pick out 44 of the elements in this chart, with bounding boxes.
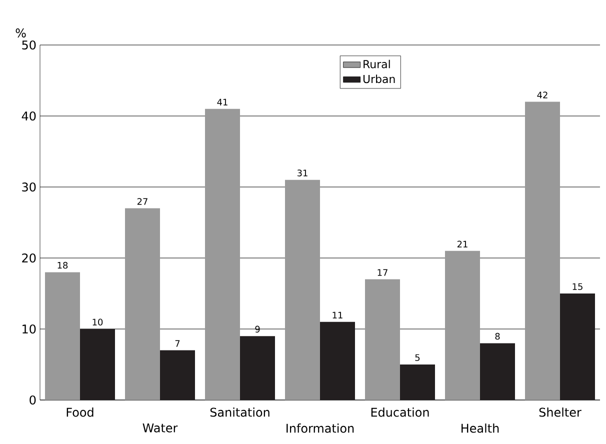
y-axis-title: % <box>16 28 26 38</box>
bar <box>400 364 436 400</box>
bar <box>205 108 240 400</box>
data-label: 5 <box>415 354 420 361</box>
bar <box>240 336 275 400</box>
bar <box>365 279 400 400</box>
data-label: 31 <box>297 170 308 176</box>
bar <box>285 180 320 400</box>
data-label: 18 <box>58 262 68 269</box>
data-label: 42 <box>537 92 548 98</box>
bar <box>80 329 115 400</box>
x-tick-label: Shelter <box>539 408 582 417</box>
y-tick-label: 10 <box>22 324 36 334</box>
data-label: 10 <box>92 318 103 326</box>
bar <box>45 272 80 400</box>
data-label: 9 <box>255 326 260 333</box>
bar <box>445 250 480 400</box>
legend-label: Urban <box>363 74 395 84</box>
y-tick-label: 40 <box>22 111 36 121</box>
legend-label: Rural <box>364 60 390 68</box>
bar <box>160 350 195 400</box>
x-tick-label: Education <box>371 408 429 417</box>
bar <box>480 343 516 400</box>
data-label: 15 <box>572 283 582 290</box>
y-tick-label: 50 <box>22 40 36 50</box>
x-tick-label: Health <box>462 424 499 433</box>
data-label: 8 <box>495 332 500 340</box>
x-tick-label: Information <box>286 424 354 433</box>
data-label: 27 <box>137 198 148 205</box>
bar <box>125 208 160 400</box>
data-label: 41 <box>217 98 228 106</box>
data-label: 21 <box>457 240 468 248</box>
data-label: 17 <box>378 269 388 276</box>
bar <box>525 102 560 400</box>
x-tick-label: Food <box>66 408 94 417</box>
data-label: 11 <box>332 312 342 318</box>
x-tick-label: Water <box>142 424 178 432</box>
y-tick-label: 20 <box>22 253 36 263</box>
data-label: 7 <box>175 340 180 347</box>
bar <box>560 294 596 400</box>
y-tick-label: 0 <box>30 395 36 405</box>
x-tick-label: Sanitation <box>210 408 270 417</box>
y-tick-label: 30 <box>22 182 36 192</box>
bar <box>320 322 355 400</box>
